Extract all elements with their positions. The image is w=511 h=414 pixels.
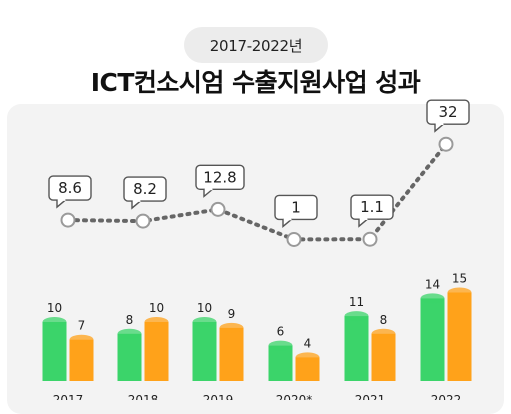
- bar-green-0-cap: [42, 317, 67, 327]
- callout-box-1: [123, 176, 167, 202]
- export-performance-chart: 10 7 8 10 10 9 6 4 11 8 14 15 8.6 8.2 12.8 1 1.1 32 2017 20…: [42, 99, 472, 400]
- callout-label-4: 1.1: [360, 198, 384, 216]
- bar-orange-3: [295, 357, 320, 381]
- bar-green-5: [420, 298, 445, 381]
- callout-label-0: 8.6: [58, 179, 82, 197]
- callout-tail-4: [358, 218, 369, 228]
- category-label-0: 2017: [53, 393, 84, 400]
- callout-box-2: [195, 164, 245, 191]
- category-label-5: 2022: [431, 393, 462, 400]
- bar-green-label-5: 14: [425, 277, 440, 291]
- bar-orange-1: [144, 322, 169, 381]
- bar-orange-0: [69, 339, 94, 381]
- bar-green-4: [344, 316, 369, 381]
- bar-orange-label-3: 4: [304, 336, 312, 350]
- bar-green-0: [42, 322, 67, 381]
- bar-orange-label-5: 15: [452, 272, 467, 286]
- line-point-4: [362, 231, 378, 247]
- bar-green-label-3: 6: [277, 325, 285, 339]
- bar-green-3-cap: [268, 340, 293, 351]
- dashed-trend-line: [66, 142, 448, 242]
- bar-orange-label-2: 9: [228, 307, 236, 321]
- bar-orange-0-cap: [69, 334, 94, 345]
- callout-tail-5: [434, 123, 445, 133]
- line-point-5: [438, 136, 454, 152]
- bar-orange-2: [219, 327, 244, 381]
- bar-orange-5: [447, 292, 472, 381]
- category-label-2: 2019: [203, 393, 234, 400]
- callout-tail-1: [131, 200, 142, 210]
- callout-label-1: 8.2: [133, 180, 157, 198]
- callout-tail-mask-2: [205, 187, 213, 191]
- line-point-2: [210, 201, 226, 217]
- line-point-0: [60, 212, 76, 228]
- callout-tail-3: [282, 218, 293, 228]
- callout-tail-mask-5: [436, 122, 444, 125]
- bar-green-label-4: 11: [349, 295, 364, 309]
- bar-green-3: [268, 345, 293, 381]
- infographic: 2017-2022년 ICT컨소시엄 수출지원사업 성과 10 7 8 10 10 9 6 4…: [7, 27, 504, 414]
- callout-label-2: 12.8: [203, 168, 236, 186]
- bar-orange-label-1: 10: [149, 301, 164, 315]
- callout-tail-mask-0: [58, 197, 66, 201]
- bar-green-label-1: 8: [126, 313, 134, 327]
- year-range-badge: 2017-2022년: [184, 27, 328, 63]
- line-point-3: [286, 231, 302, 247]
- bar-green-1-cap: [117, 328, 142, 339]
- bar-green-2: [192, 322, 217, 381]
- bar-orange-4-cap: [371, 328, 396, 339]
- bar-green-1: [117, 333, 142, 381]
- bar-orange-3-cap: [295, 352, 320, 363]
- callout-tail-mask-3: [284, 217, 292, 221]
- callout-label-5: 32: [438, 103, 457, 121]
- category-label-4: 2021: [355, 393, 386, 400]
- callout-box-0: [48, 175, 92, 201]
- callout-box-3: [274, 194, 318, 221]
- bar-green-label-0: 10: [47, 301, 62, 315]
- bar-green-4-cap: [344, 311, 369, 322]
- bar-orange-5-cap: [447, 287, 472, 298]
- bar-green-2-cap: [192, 317, 217, 327]
- callout-label-3: 1: [291, 198, 301, 216]
- bar-orange-label-0: 7: [78, 319, 86, 333]
- callout-tail-0: [56, 199, 67, 209]
- bar-orange-label-4: 8: [380, 313, 388, 327]
- bar-orange-1-cap: [144, 317, 169, 327]
- callout-tail-mask-4: [360, 216, 368, 220]
- bar-orange-2-cap: [219, 322, 244, 333]
- bar-green-5-cap: [420, 293, 445, 304]
- callout-tail-2: [203, 188, 214, 198]
- category-label-1: 2018: [128, 393, 159, 400]
- callout-tail-mask-1: [133, 198, 141, 202]
- line-point-1: [135, 213, 151, 229]
- callout-box-4: [350, 194, 394, 220]
- category-label-3: 2020*: [276, 393, 313, 400]
- bar-green-label-2: 10: [197, 301, 212, 315]
- bar-orange-4: [371, 333, 396, 381]
- callout-box-5: [426, 99, 470, 125]
- page-title: ICT컨소시엄 수출지원사업 성과: [90, 68, 421, 97]
